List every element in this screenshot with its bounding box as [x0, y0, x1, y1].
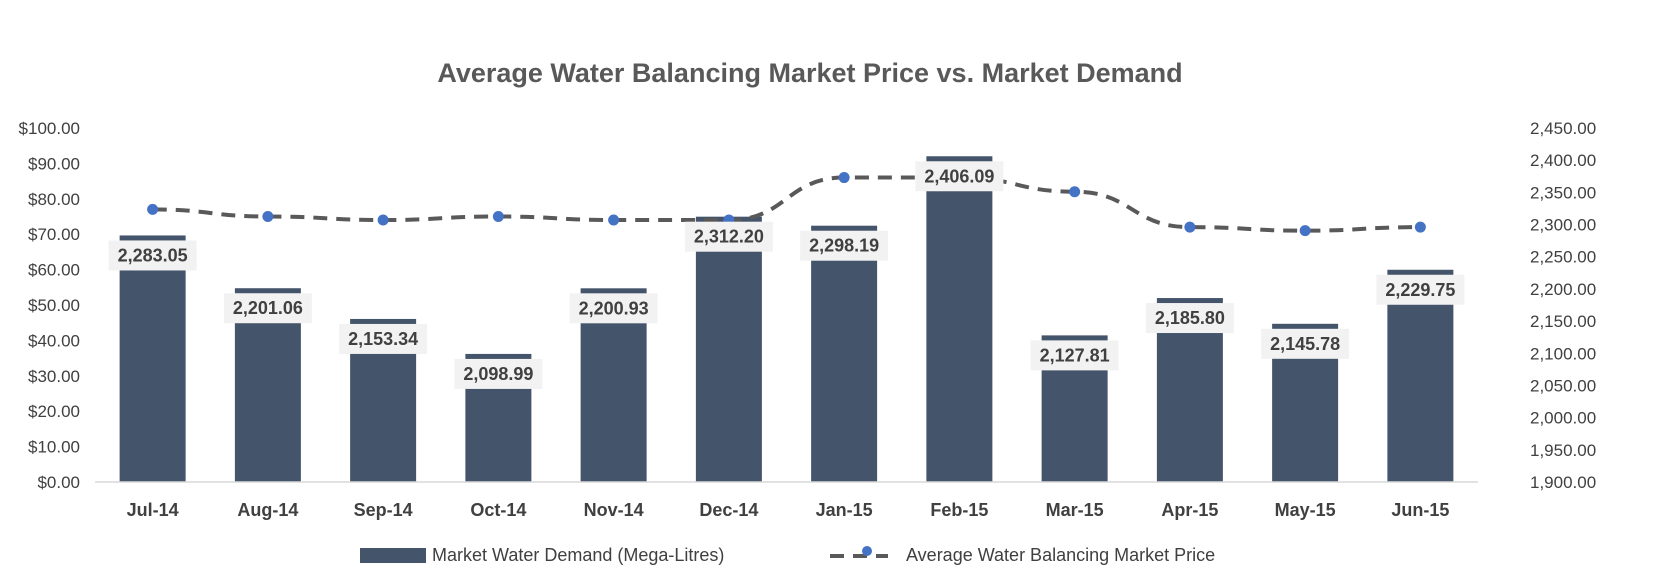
right-tick-label: 2,100.00 — [1530, 344, 1596, 363]
right-tick-label: 2,150.00 — [1530, 312, 1596, 331]
category-label: Feb-15 — [930, 500, 988, 520]
price-marker — [838, 172, 850, 184]
chart-title: Average Water Balancing Market Price vs.… — [437, 58, 1182, 88]
right-tick-label: 2,450.00 — [1530, 119, 1596, 138]
category-label: Jan-15 — [816, 500, 873, 520]
right-axis: 2,450.00 2,400.00 2,350.00 2,300.00 2,250.00… — [1530, 119, 1596, 492]
data-label-box — [454, 358, 543, 389]
left-tick-label: $20.00 — [28, 402, 80, 421]
bar-data-label: 2,283.05 — [118, 245, 188, 265]
price-marker — [608, 214, 620, 226]
x-axis: Jul-14 Aug-14 Sep-14 Oct-14 Nov-14 Dec-14 Jan-… — [95, 481, 1478, 520]
category-label: Nov-14 — [584, 500, 644, 520]
data-label-box — [108, 240, 197, 271]
category-label: Mar-15 — [1046, 500, 1104, 520]
bar-data-label: 2,229.75 — [1385, 280, 1455, 300]
right-tick-label: 1,900.00 — [1530, 473, 1596, 492]
left-tick-label: $80.00 — [28, 190, 80, 209]
legend: Market Water Demand (Mega-Litres) Averag… — [360, 545, 1215, 565]
data-label-box — [1030, 340, 1119, 371]
bar-data-label: 2,312.20 — [694, 227, 764, 247]
bar-data-label: 2,298.19 — [809, 236, 879, 256]
bar-series — [119, 156, 1454, 482]
data-label-box — [800, 230, 889, 261]
bar-data-label: 2,098.99 — [463, 364, 533, 384]
category-label: Aug-14 — [237, 500, 298, 520]
category-label: Apr-15 — [1161, 500, 1218, 520]
bar-data-label: 2,201.06 — [233, 298, 303, 318]
line-series — [147, 172, 1426, 237]
data-label-box — [915, 161, 1004, 192]
bar-data-labels: 2,283.05 2,201.06 2,153.34 2,098.99 2,200.93… — [108, 161, 1465, 389]
data-label-box — [223, 293, 312, 324]
price-marker — [377, 214, 389, 226]
right-tick-label: 2,050.00 — [1530, 376, 1596, 395]
left-tick-label: $60.00 — [28, 261, 80, 280]
left-tick-label: $40.00 — [28, 331, 80, 350]
data-label-box — [569, 293, 658, 324]
bar — [1387, 269, 1454, 482]
category-label: Jul-14 — [127, 500, 179, 520]
data-label-box — [684, 221, 773, 252]
right-tick-label: 2,000.00 — [1530, 409, 1596, 428]
data-label-box — [1376, 274, 1465, 305]
right-tick-label: 2,250.00 — [1530, 248, 1596, 267]
left-tick-label: $70.00 — [28, 225, 80, 244]
left-tick-label: $10.00 — [28, 438, 80, 457]
category-label: Dec-14 — [699, 500, 758, 520]
category-label: Oct-14 — [470, 500, 526, 520]
price-marker — [1414, 221, 1426, 233]
bar — [926, 156, 993, 482]
left-tick-label: $100.00 — [19, 119, 80, 138]
bar — [695, 216, 762, 482]
bar-data-label: 2,200.93 — [579, 298, 649, 318]
price-marker — [147, 203, 159, 215]
bar-data-label: 2,406.09 — [924, 166, 994, 186]
price-marker — [492, 211, 504, 222]
right-tick-label: 2,200.00 — [1530, 280, 1596, 299]
right-tick-label: 2,300.00 — [1530, 216, 1596, 235]
right-tick-label: 1,950.00 — [1530, 441, 1596, 460]
bar-data-label: 2,185.80 — [1155, 308, 1225, 328]
price-marker — [1184, 221, 1196, 233]
data-label-box — [339, 323, 428, 354]
left-axis: $100.00 $90.00 $80.00 $70.00 $60.00 $50.00 $40… — [19, 119, 80, 492]
left-tick-label: $30.00 — [28, 367, 80, 386]
price-line — [152, 175, 1421, 233]
category-label: Sep-14 — [354, 500, 413, 520]
left-tick-label: $0.00 — [37, 473, 80, 492]
legend-line-label: Average Water Balancing Market Price — [906, 545, 1215, 565]
bar — [811, 225, 878, 482]
bar — [119, 235, 186, 482]
bar-data-label: 2,145.78 — [1270, 334, 1340, 354]
left-tick-label: $90.00 — [28, 154, 80, 173]
right-tick-label: 2,400.00 — [1530, 151, 1596, 170]
data-label-box — [1145, 303, 1234, 334]
data-label-box — [1261, 328, 1350, 359]
legend-bar-swatch — [360, 548, 426, 563]
legend-bar-label: Market Water Demand (Mega-Litres) — [432, 545, 724, 565]
category-label: May-15 — [1275, 500, 1336, 520]
bar-data-label: 2,153.34 — [348, 329, 418, 349]
legend-line-marker — [862, 546, 872, 556]
price-marker — [1069, 186, 1081, 198]
left-tick-label: $50.00 — [28, 296, 80, 315]
right-tick-label: 2,350.00 — [1530, 183, 1596, 202]
category-label: Jun-15 — [1391, 500, 1449, 520]
bar-data-label: 2,127.81 — [1040, 345, 1110, 365]
price-marker — [262, 211, 274, 222]
price-marker — [1299, 225, 1311, 237]
